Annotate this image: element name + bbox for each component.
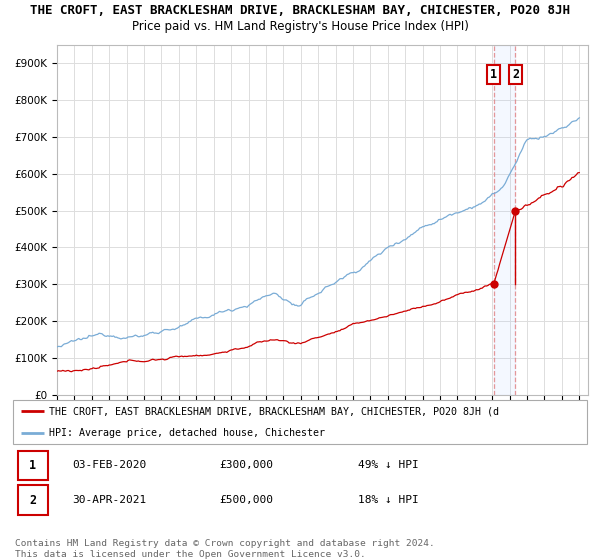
- Bar: [494, 45, 515, 395]
- FancyBboxPatch shape: [18, 451, 48, 480]
- FancyBboxPatch shape: [18, 486, 48, 515]
- FancyBboxPatch shape: [13, 400, 587, 444]
- Text: 03-FEB-2020: 03-FEB-2020: [73, 460, 147, 470]
- Text: THE CROFT, EAST BRACKLESHAM DRIVE, BRACKLESHAM BAY, CHICHESTER, PO20 8JH: THE CROFT, EAST BRACKLESHAM DRIVE, BRACK…: [30, 4, 570, 17]
- Text: 2: 2: [29, 493, 36, 507]
- Text: Contains HM Land Registry data © Crown copyright and database right 2024.
This d: Contains HM Land Registry data © Crown c…: [15, 539, 435, 559]
- Text: £300,000: £300,000: [220, 460, 274, 470]
- Text: 1: 1: [490, 68, 497, 81]
- Text: 49% ↓ HPI: 49% ↓ HPI: [358, 460, 418, 470]
- Text: HPI: Average price, detached house, Chichester: HPI: Average price, detached house, Chic…: [49, 428, 325, 438]
- Text: THE CROFT, EAST BRACKLESHAM DRIVE, BRACKLESHAM BAY, CHICHESTER, PO20 8JH (d: THE CROFT, EAST BRACKLESHAM DRIVE, BRACK…: [49, 406, 499, 416]
- Text: £500,000: £500,000: [220, 495, 274, 505]
- Text: 18% ↓ HPI: 18% ↓ HPI: [358, 495, 418, 505]
- Text: 30-APR-2021: 30-APR-2021: [73, 495, 147, 505]
- Text: 2: 2: [512, 68, 519, 81]
- Text: Price paid vs. HM Land Registry's House Price Index (HPI): Price paid vs. HM Land Registry's House …: [131, 20, 469, 32]
- Text: 1: 1: [29, 459, 36, 472]
